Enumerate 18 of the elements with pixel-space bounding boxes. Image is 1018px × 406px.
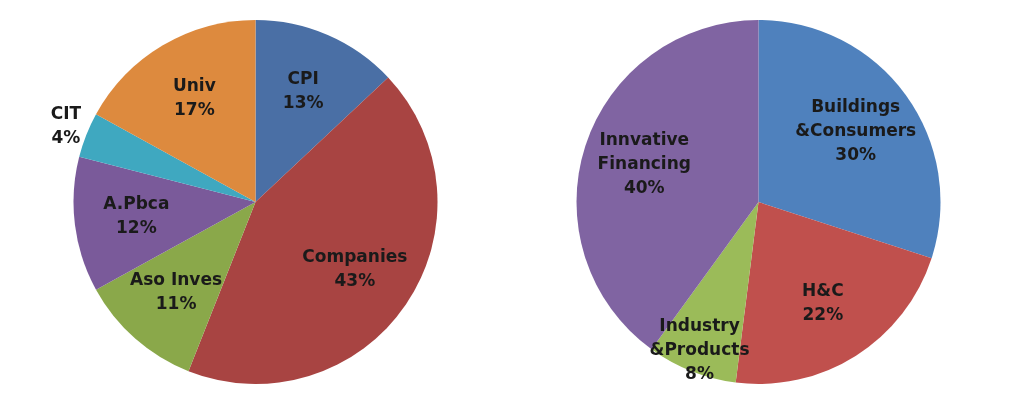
- data-label: 4%: [51, 127, 81, 148]
- slice-label: H&C: [802, 279, 844, 300]
- data-label: 17%: [174, 99, 215, 120]
- data-label: 22%: [802, 303, 844, 324]
- slice-label: Univ: [172, 75, 216, 96]
- data-label: 43%: [334, 269, 376, 290]
- slice-label: Aso Inves: [130, 268, 223, 289]
- data-label: 11%: [155, 292, 197, 313]
- slice-label: Buildings &Consumers: [795, 95, 917, 140]
- data-label: 13%: [282, 92, 324, 113]
- slice-label: CIT: [50, 103, 82, 124]
- data-label: 40%: [623, 177, 665, 198]
- slice-label: Companies: [302, 245, 408, 266]
- slice-label: Innvative Financing: [597, 129, 691, 174]
- data-label: 30%: [835, 143, 877, 164]
- slice-label: A.Pbca: [103, 193, 170, 214]
- data-label: 12%: [115, 217, 157, 238]
- slice-label: CPI: [287, 68, 319, 89]
